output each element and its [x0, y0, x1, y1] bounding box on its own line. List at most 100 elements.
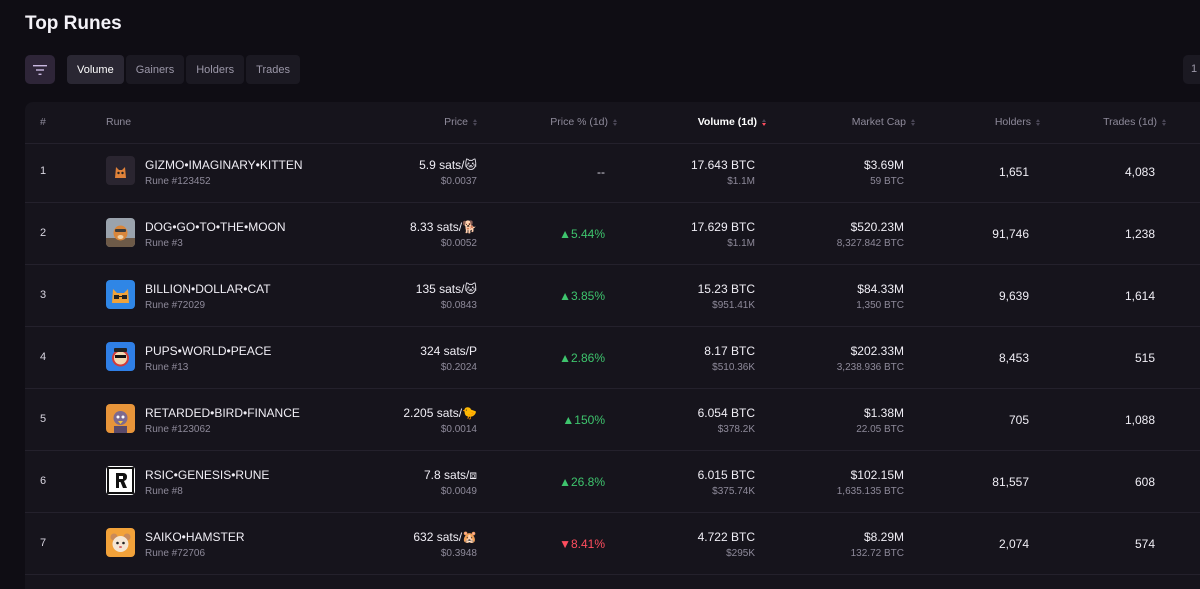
holders-count: 9,639 [999, 289, 1029, 303]
col-holders[interactable]: Holders [995, 116, 1040, 128]
volume-btc: 17.643 BTC [691, 158, 755, 172]
timeframe-button[interactable]: 1 [1183, 55, 1200, 84]
volume-btc: 8.17 BTC [704, 344, 755, 358]
price-usd: $0.0052 [441, 238, 477, 249]
col-index: # [40, 116, 46, 128]
holders-count: 81,557 [992, 475, 1029, 489]
table-row[interactable]: 6 RSIC•GENESIS•RUNE Rune #8 7.8 sats/⧈ $… [25, 451, 1200, 513]
sort-icon [911, 119, 915, 126]
dog-avatar-icon [106, 218, 135, 247]
market-cap-btc: 132.72 BTC [851, 548, 904, 559]
volume-usd: $375.74K [712, 486, 755, 497]
col-market-cap[interactable]: Market Cap [852, 116, 915, 128]
volume-usd: $510.36K [712, 362, 755, 373]
price-sats: 135 sats/🐱 [416, 282, 477, 296]
market-cap-usd: $520.23M [851, 220, 904, 234]
volume-usd: $295K [726, 548, 755, 559]
holders-count: 91,746 [992, 227, 1029, 241]
table-row[interactable]: 1 GIZMO•IMAGINARY•KITTEN Rune #123452 5.… [25, 141, 1200, 203]
price-change: ▲26.8% [559, 475, 605, 489]
rune-name[interactable]: GIZMO•IMAGINARY•KITTEN [145, 158, 303, 172]
holders-count: 705 [1009, 413, 1029, 427]
rune-name[interactable]: RETARDED•BIRD•FINANCE [145, 406, 300, 420]
sort-icon [1162, 119, 1166, 126]
table-row[interactable]: 2 DOG•GO•TO•THE•MOON Rune #3 8.33 sats/🐕… [25, 203, 1200, 265]
row-index: 4 [40, 351, 46, 363]
rune-name[interactable]: RSIC•GENESIS•RUNE [145, 468, 269, 482]
rune-number: Rune #72029 [145, 300, 205, 311]
rune-number: Rune #8 [145, 486, 183, 497]
market-cap-btc: 22.05 BTC [856, 424, 904, 435]
market-cap-btc: 1,350 BTC [856, 300, 904, 311]
price-usd: $0.2024 [441, 362, 477, 373]
rune-number: Rune #13 [145, 362, 188, 373]
sort-desc-icon [762, 119, 766, 126]
price-change: ▲3.85% [559, 289, 605, 303]
market-cap-btc: 8,327.842 BTC [837, 238, 904, 249]
pups-avatar-icon [106, 342, 135, 371]
volume-btc: 4.722 BTC [698, 530, 755, 544]
price-change: -- [597, 165, 605, 179]
filter-button[interactable] [25, 55, 55, 84]
col-holders-label: Holders [995, 116, 1031, 128]
market-cap-usd: $202.33M [851, 344, 904, 358]
rune-name[interactable]: DOG•GO•TO•THE•MOON [145, 220, 286, 234]
tab-gainers[interactable]: Gainers [126, 55, 185, 84]
col-trades-label: Trades (1d) [1103, 116, 1157, 128]
volume-usd: $1.1M [727, 238, 755, 249]
tab-volume[interactable]: Volume [67, 55, 124, 84]
col-price-pct-label: Price % (1d) [550, 116, 608, 128]
col-volume-label: Volume (1d) [698, 116, 757, 128]
filter-icon [33, 65, 47, 75]
table-row[interactable]: 3 BILLION•DOLLAR•CAT Rune #72029 135 sat… [25, 265, 1200, 327]
col-trades[interactable]: Trades (1d) [1103, 116, 1166, 128]
sort-icon [613, 119, 617, 126]
rune-number: Rune #3 [145, 238, 183, 249]
col-price-pct[interactable]: Price % (1d) [550, 116, 617, 128]
trades-count: 574 [1135, 537, 1155, 551]
rune-name[interactable]: BILLION•DOLLAR•CAT [145, 282, 271, 296]
row-index: 6 [40, 475, 46, 487]
market-cap-usd: $84.33M [857, 282, 904, 296]
table-row[interactable]: 4 PUPS•WORLD•PEACE Rune #13 324 sats/P $… [25, 327, 1200, 389]
trades-count: 1,614 [1125, 289, 1155, 303]
tab-holders[interactable]: Holders [186, 55, 244, 84]
row-index: 7 [40, 537, 46, 549]
rune-name[interactable]: SAIKO•HAMSTER [145, 530, 245, 544]
col-rune: Rune [106, 116, 131, 128]
col-price-label: Price [444, 116, 468, 128]
bird-avatar-icon [106, 404, 135, 433]
col-volume[interactable]: Volume (1d) [698, 116, 766, 128]
rune-number: Rune #123062 [145, 424, 211, 435]
table-header: # Rune Price Price % (1d) Volume (1d) Ma… [25, 102, 1200, 144]
trades-count: 4,083 [1125, 165, 1155, 179]
holders-count: 2,074 [999, 537, 1029, 551]
col-market-cap-label: Market Cap [852, 116, 906, 128]
market-cap-btc: 3,238.936 BTC [837, 362, 904, 373]
hamster-avatar-icon [106, 528, 135, 557]
trades-count: 515 [1135, 351, 1155, 365]
holders-count: 1,651 [999, 165, 1029, 179]
tab-trades[interactable]: Trades [246, 55, 300, 84]
price-change: ▼8.41% [559, 537, 605, 551]
page-title: Top Runes [25, 13, 122, 35]
holders-count: 8,453 [999, 351, 1029, 365]
volume-btc: 6.015 BTC [698, 468, 755, 482]
price-sats: 632 sats/🐹 [413, 530, 477, 544]
table-row[interactable]: 7 SAIKO•HAMSTER Rune #72706 632 sats/🐹 $… [25, 513, 1200, 575]
volume-btc: 17.629 BTC [691, 220, 755, 234]
market-cap-btc: 1,635.135 BTC [837, 486, 904, 497]
col-price[interactable]: Price [444, 116, 477, 128]
rune-name[interactable]: PUPS•WORLD•PEACE [145, 344, 271, 358]
price-sats: 8.33 sats/🐕 [410, 220, 477, 234]
table-row[interactable]: 5 RETARDED•BIRD•FINANCE Rune #123062 2.2… [25, 389, 1200, 451]
trades-count: 1,088 [1125, 413, 1155, 427]
sort-icon [473, 119, 477, 126]
price-change: ▲2.86% [559, 351, 605, 365]
price-change: ▲5.44% [559, 227, 605, 241]
price-usd: $0.0037 [441, 176, 477, 187]
rsic-avatar-icon [106, 466, 135, 495]
cat-avatar-icon [106, 280, 135, 309]
market-cap-usd: $102.15M [851, 468, 904, 482]
market-cap-usd: $1.38M [864, 406, 904, 420]
